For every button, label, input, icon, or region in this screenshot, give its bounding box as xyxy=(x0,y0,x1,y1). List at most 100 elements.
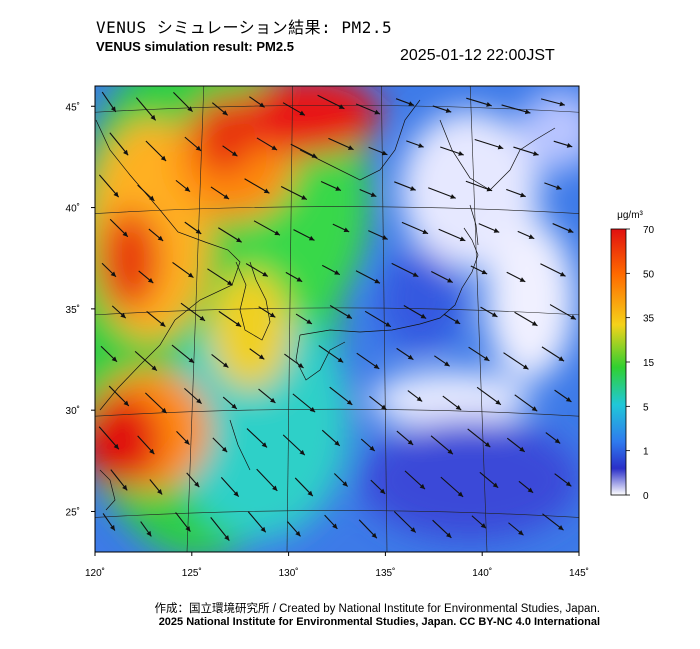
coastline xyxy=(299,99,421,181)
wind-arrow xyxy=(210,517,230,541)
wind-arrow xyxy=(442,395,462,411)
wind-arrow xyxy=(295,313,313,325)
wind-arrow xyxy=(506,437,526,453)
wind-arrow xyxy=(369,395,387,411)
wind-arrow xyxy=(406,140,424,148)
wind-arrow xyxy=(440,146,464,156)
coastline xyxy=(299,227,479,336)
wind-arrow xyxy=(356,352,380,370)
wind-arrow xyxy=(321,264,341,276)
wind-arrow xyxy=(175,512,191,532)
wind-arrow xyxy=(393,511,417,533)
wind-arrow xyxy=(109,132,129,156)
wind-arrow xyxy=(355,103,381,115)
wind-arrow xyxy=(98,174,120,198)
wind-arrow xyxy=(478,223,500,233)
wind-arrow xyxy=(403,305,427,319)
colorbar-tick-label: 5 xyxy=(643,402,649,413)
wind-arrow xyxy=(554,473,572,487)
wind-arrow xyxy=(552,223,574,233)
wind-arrow xyxy=(290,143,318,159)
timestamp: 2025-01-12 22:00JST xyxy=(400,47,555,64)
wind-arrow xyxy=(479,471,499,489)
wind-arrow xyxy=(395,98,415,106)
wind-arrow xyxy=(207,268,233,286)
wind-arrow xyxy=(211,354,229,368)
wind-arrow xyxy=(102,513,116,531)
wind-arrow xyxy=(100,345,118,363)
wind-arrow xyxy=(210,186,230,200)
colorbar-tick-label: 50 xyxy=(643,269,655,280)
wind-arrow xyxy=(465,180,493,192)
wind-arrow xyxy=(432,519,452,539)
coastline xyxy=(439,119,556,191)
wind-arrow xyxy=(135,97,157,121)
wind-arrow xyxy=(218,227,242,243)
coastline xyxy=(99,469,116,511)
lon-tick-label: 130˚ xyxy=(279,567,299,579)
wind-arrow xyxy=(184,136,202,152)
wind-arrow xyxy=(471,515,487,529)
wind-arrow xyxy=(501,104,531,115)
wind-arrow xyxy=(186,472,200,488)
map-frame xyxy=(94,85,580,553)
lat-tick-label: 35˚ xyxy=(66,304,80,316)
wind-arrow xyxy=(364,310,392,328)
graticule-lat-line xyxy=(95,307,579,316)
coastline xyxy=(229,419,251,471)
wind-arrow xyxy=(360,438,376,452)
wind-arrow xyxy=(480,306,498,318)
wind-arrow xyxy=(332,223,350,233)
wind-arrow xyxy=(318,345,344,363)
graticule-lon-line xyxy=(381,86,388,552)
graticule-lat-line xyxy=(95,510,579,518)
wind-arrow xyxy=(443,313,461,325)
wind-arrow xyxy=(474,138,504,150)
wind-arrow xyxy=(508,522,524,536)
wind-arrow xyxy=(144,392,168,414)
colorbar-tick-label: 35 xyxy=(643,314,655,325)
wind-arrow xyxy=(175,179,191,193)
wind-arrow xyxy=(431,271,453,283)
wind-arrow xyxy=(220,476,240,498)
wind-arrow xyxy=(101,262,117,278)
wind-arrow xyxy=(249,348,265,360)
wind-arrow xyxy=(545,432,561,444)
wind-arrow xyxy=(284,353,304,369)
wind-arrow xyxy=(404,470,426,490)
wind-arrow xyxy=(222,396,238,410)
graticule-lat-line xyxy=(95,408,579,417)
wind-arrow xyxy=(506,271,526,283)
wind-arrow xyxy=(246,428,268,448)
wind-arrow xyxy=(553,140,573,148)
wind-arrow xyxy=(145,140,167,162)
credit-line-1: 作成：国立環境研究所 / Created by National Institu… xyxy=(154,603,600,615)
colorbar-tick-label: 15 xyxy=(643,358,655,369)
wind-arrow xyxy=(249,96,265,108)
wind-arrow xyxy=(282,102,306,116)
coastline xyxy=(295,334,346,381)
wind-arrow xyxy=(542,513,564,531)
wind-arrow xyxy=(370,479,386,495)
colorbar-tick-label: 1 xyxy=(643,447,649,458)
colorbar-tick-label: 70 xyxy=(643,225,655,236)
wind-arrow xyxy=(146,310,166,328)
lat-tick-label: 30˚ xyxy=(66,405,80,417)
colorbar-unit: μg/m³ xyxy=(617,210,643,221)
wind-arrow xyxy=(438,228,466,242)
wind-arrow xyxy=(244,178,270,194)
wind-arrow xyxy=(137,435,155,455)
wind-arrow xyxy=(324,514,338,530)
wind-arrow xyxy=(368,230,388,240)
wind-arrow xyxy=(184,387,202,405)
wind-arrow xyxy=(432,105,452,113)
wind-arrow xyxy=(394,181,416,191)
wind-arrow xyxy=(108,385,130,407)
wind-arrow xyxy=(253,220,281,236)
lon-tick-label: 120˚ xyxy=(85,567,105,579)
wind-arrow xyxy=(333,473,349,487)
wind-arrow xyxy=(211,102,229,116)
graticule-lat-line xyxy=(95,206,579,214)
lon-tick-label: 135˚ xyxy=(375,567,395,579)
